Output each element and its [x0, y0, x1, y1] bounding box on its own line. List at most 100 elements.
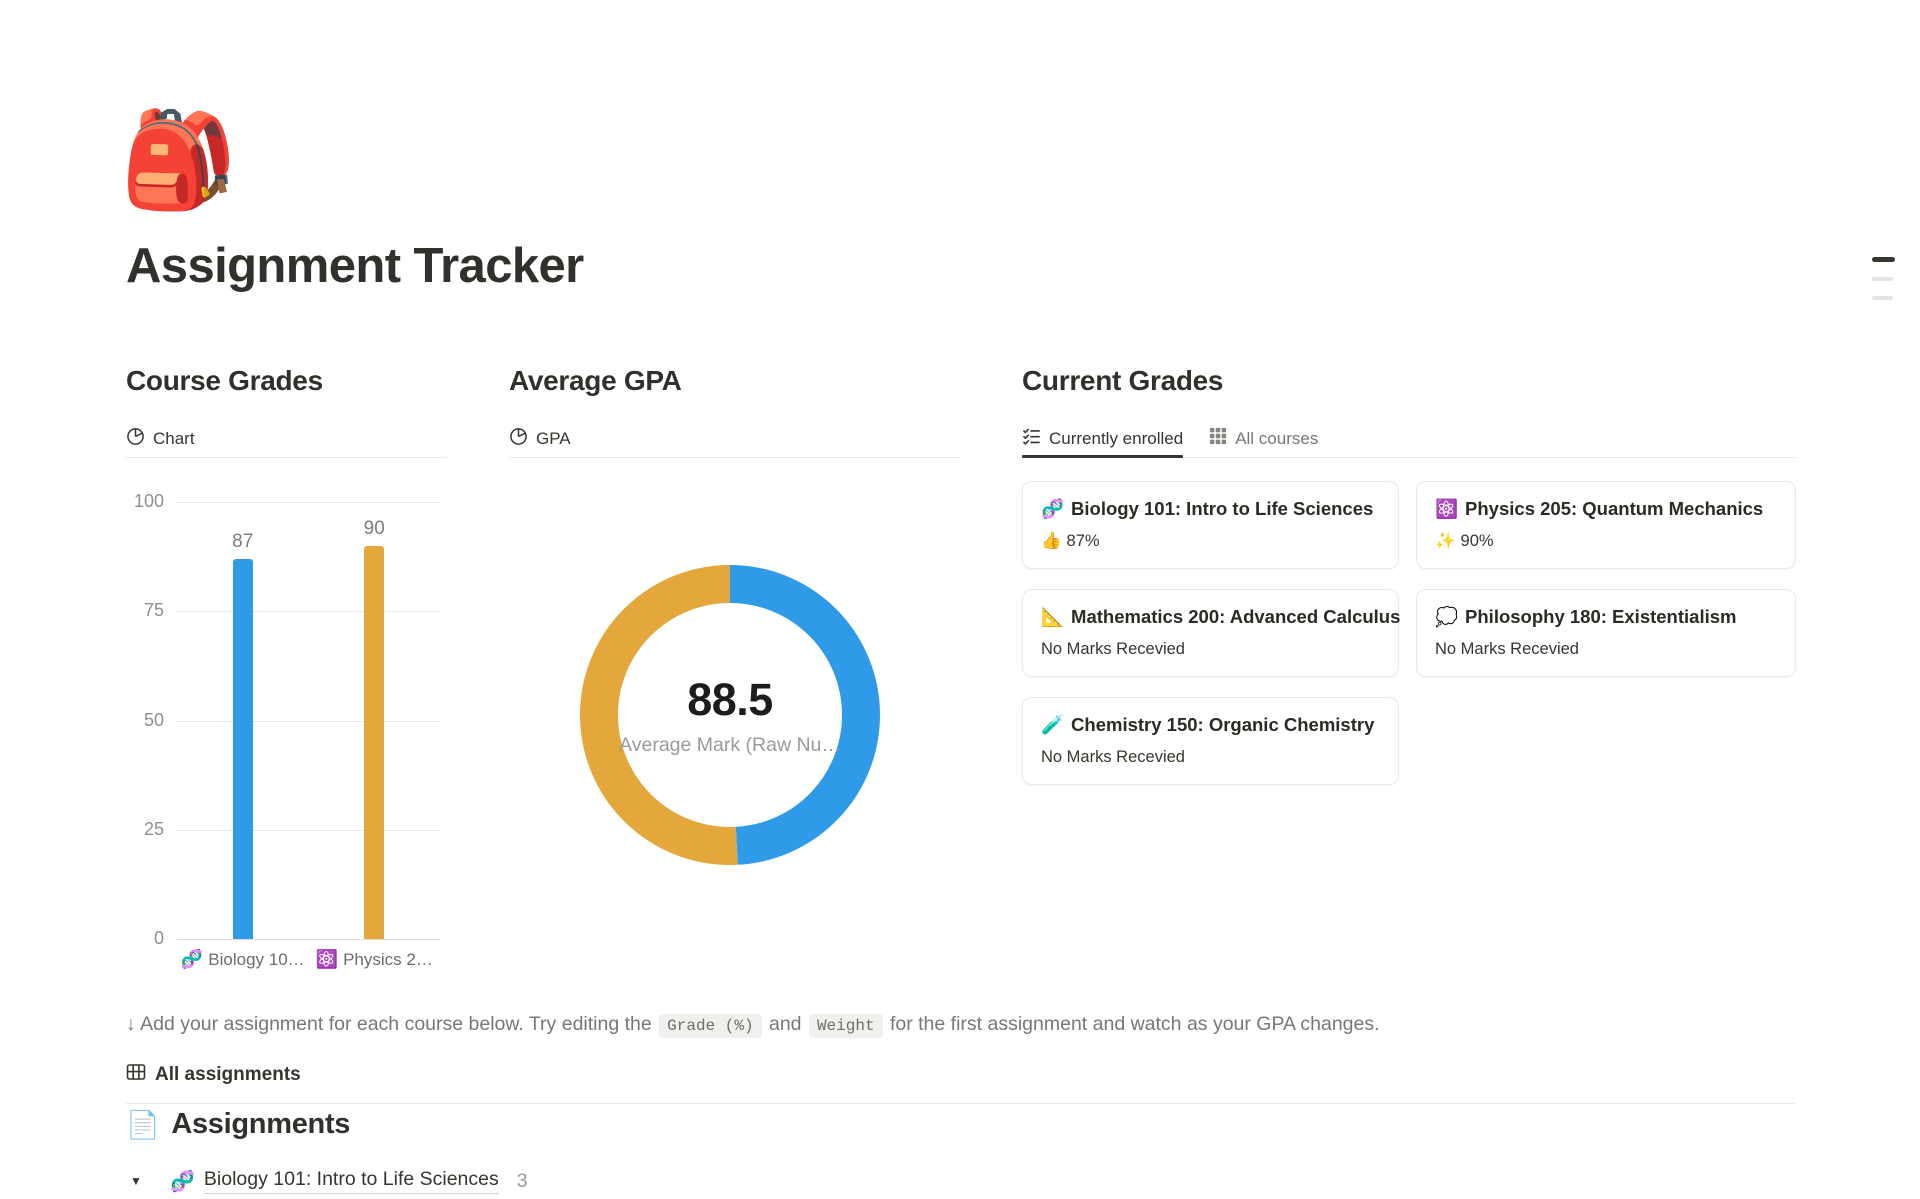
grade-emoji-icon: ✨: [1435, 532, 1456, 550]
bar-value-label: 90: [363, 517, 385, 539]
tab-currently-enrolled[interactable]: Currently enrolled: [1022, 420, 1184, 458]
biology-course-link[interactable]: Biology 101: Intro to Life Sciences: [203, 1168, 499, 1194]
dna-icon: 🧬: [170, 1170, 195, 1193]
weight-code-chip: Weight: [808, 1014, 883, 1038]
gridline: [177, 829, 440, 831]
course-card-4[interactable]: 🧪 Chemistry 150: Organic Chemistry No Mark…: [1022, 697, 1399, 785]
category-emoji-icon: 🧬: [180, 949, 204, 969]
bar-plot: 87 90: [177, 502, 440, 939]
course-card-title: 💭 Philosophy 180: Existentialism: [1435, 606, 1777, 628]
course-grade-value: No Marks Recevied: [1041, 640, 1380, 659]
tab-all-courses[interactable]: All courses: [1209, 420, 1318, 457]
checklist-icon: [1022, 427, 1041, 451]
toggle-triangle-icon[interactable]: ▼: [130, 1174, 142, 1188]
gridline: [177, 720, 440, 722]
course-card-3[interactable]: 💭 Philosophy 180: Existentialism No Marks …: [1416, 589, 1796, 677]
course-grades-section: Course Grades Chart 0 25 50 75 100 87 90 🧬 Biol…: [126, 365, 447, 1015]
course-emoji-icon: ⚛️: [1435, 498, 1459, 519]
tab-gpa-label: GPA: [536, 428, 571, 448]
course-card-title: 📐 Mathematics 200: Advanced Calculus: [1041, 606, 1400, 628]
course-grade-value: No Marks Recevied: [1435, 640, 1777, 659]
gridline: [177, 502, 440, 503]
note-text: and: [763, 1013, 807, 1035]
grade-emoji-icon: 👍: [1041, 532, 1062, 550]
assignments-heading-label: Assignments: [171, 1108, 351, 1140]
outline-bar: [1872, 277, 1893, 281]
note-text: ↓ Add your assignment for each course be…: [126, 1013, 658, 1035]
tab-gpa[interactable]: GPA: [509, 420, 571, 457]
bar-0[interactable]: [232, 558, 253, 939]
y-axis-tick: 100: [133, 491, 164, 511]
pie-chart-icon: [126, 427, 145, 451]
gpa-center-value: 88.5: [687, 673, 773, 725]
grade-value-text: No Marks Recevied: [1435, 640, 1579, 658]
course-grade-value: ✨ 90%: [1435, 532, 1777, 551]
page-icon-backpack-emoji[interactable]: 🎒: [120, 107, 238, 212]
grade-value-text: 90%: [1460, 532, 1494, 550]
biology-toggle-row: ▼ 🧬 Biology 101: Intro to Life Sciences …: [130, 1168, 528, 1194]
course-emoji-icon: 🧪: [1041, 714, 1065, 735]
average-gpa-tab-row: GPA: [509, 420, 961, 458]
bar-chart-x-labels: 🧬 Biology 10… ⚛️ Physics 2…: [177, 949, 440, 970]
tab-chart-label: Chart: [153, 428, 195, 448]
grid-icon: [1209, 427, 1227, 450]
course-title-text: Biology 101: Intro to Life Sciences: [1071, 498, 1374, 519]
x-axis-label: ⚛️ Physics 2…: [309, 949, 441, 970]
grade-value-text: No Marks Recevied: [1041, 748, 1185, 766]
gpa-donut-center: 88.5 Average Mark (Raw Nu…: [580, 565, 880, 865]
bar-value-label: 87: [232, 530, 254, 552]
assignments-heading: 📄 Assignments: [126, 1108, 350, 1141]
all-assignments-link[interactable]: All assignments: [126, 1062, 301, 1088]
y-axis-tick: 0: [153, 928, 164, 948]
course-emoji-icon: 💭: [1435, 606, 1459, 627]
course-card-0[interactable]: 🧬 Biology 101: Intro to Life Sciences 👍 87%: [1022, 481, 1399, 569]
average-gpa-heading: Average GPA: [509, 365, 682, 396]
page-title[interactable]: Assignment Tracker: [126, 239, 584, 293]
instruction-note: ↓ Add your assignment for each course be…: [126, 1013, 1816, 1038]
course-title-text: Chemistry 150: Organic Chemistry: [1071, 714, 1375, 735]
course-title-text: Mathematics 200: Advanced Calculus: [1071, 606, 1401, 627]
course-emoji-icon: 🧬: [1041, 498, 1065, 519]
course-title-text: Philosophy 180: Existentialism: [1465, 606, 1737, 627]
course-card-title: 🧪 Chemistry 150: Organic Chemistry: [1041, 714, 1380, 736]
gpa-donut-chart: 88.5 Average Mark (Raw Nu…: [580, 565, 880, 865]
tab-currently-enrolled-label: Currently enrolled: [1049, 428, 1184, 448]
grade-value-text: No Marks Recevied: [1041, 640, 1185, 658]
donut-slice-1[interactable]: [580, 565, 880, 865]
gpa-donut-ring: [580, 565, 880, 865]
tab-all-courses-label: All courses: [1235, 428, 1319, 448]
bar-1[interactable]: [364, 545, 385, 939]
current-grades-section: Current Grades Currently enrolled: [1022, 365, 1796, 1015]
course-emoji-icon: 📐: [1041, 606, 1065, 627]
category-label: Physics 2…: [343, 950, 433, 969]
course-grades-bar-chart: 0 25 50 75 100 87 90: [126, 491, 447, 948]
tab-chart[interactable]: Chart: [126, 420, 195, 457]
current-grades-tab-row: Currently enrolled All courses: [1022, 420, 1796, 458]
note-text: for the first assignment and watch as yo…: [884, 1013, 1380, 1035]
grade-code-chip: Grade (%): [659, 1014, 762, 1038]
grade-value-text: 87%: [1066, 532, 1100, 550]
course-card-title: 🧬 Biology 101: Intro to Life Sciences: [1041, 498, 1380, 520]
outline-bar: [1872, 257, 1895, 262]
course-card-1[interactable]: ⚛️ Physics 205: Quantum Mechanics ✨ 90%: [1416, 481, 1796, 569]
category-emoji-icon: ⚛️: [315, 949, 339, 969]
course-card-title: ⚛️ Physics 205: Quantum Mechanics: [1435, 498, 1777, 520]
y-axis-tick: 75: [143, 600, 164, 621]
y-axis-tick: 50: [143, 709, 164, 730]
course-grade-value: No Marks Recevied: [1041, 748, 1380, 767]
gridline: [177, 939, 440, 940]
course-title-text: Physics 205: Quantum Mechanics: [1465, 498, 1764, 519]
gpa-center-label: Average Mark (Raw Nu…: [619, 733, 841, 756]
category-label: Biology 10…: [208, 950, 305, 969]
all-assignments-label: All assignments: [155, 1064, 301, 1085]
gridline: [177, 611, 440, 613]
course-card-2[interactable]: 📐 Mathematics 200: Advanced Calculus No Ma…: [1022, 589, 1400, 677]
average-gpa-section: Average GPA GPA 88.5 Average Mark (Raw N…: [509, 365, 961, 1015]
table-icon: [126, 1062, 146, 1088]
course-grade-value: 👍 87%: [1041, 532, 1380, 551]
course-cards-grid: 🧬 Biology 101: Intro to Life Sciences 👍 87%…: [1022, 481, 1796, 785]
current-grades-heading: Current Grades: [1022, 365, 1224, 396]
assignment-count-badge: 3: [516, 1169, 528, 1192]
page-outline-indicator[interactable]: [1872, 257, 1896, 315]
y-axis-tick: 25: [143, 818, 164, 839]
